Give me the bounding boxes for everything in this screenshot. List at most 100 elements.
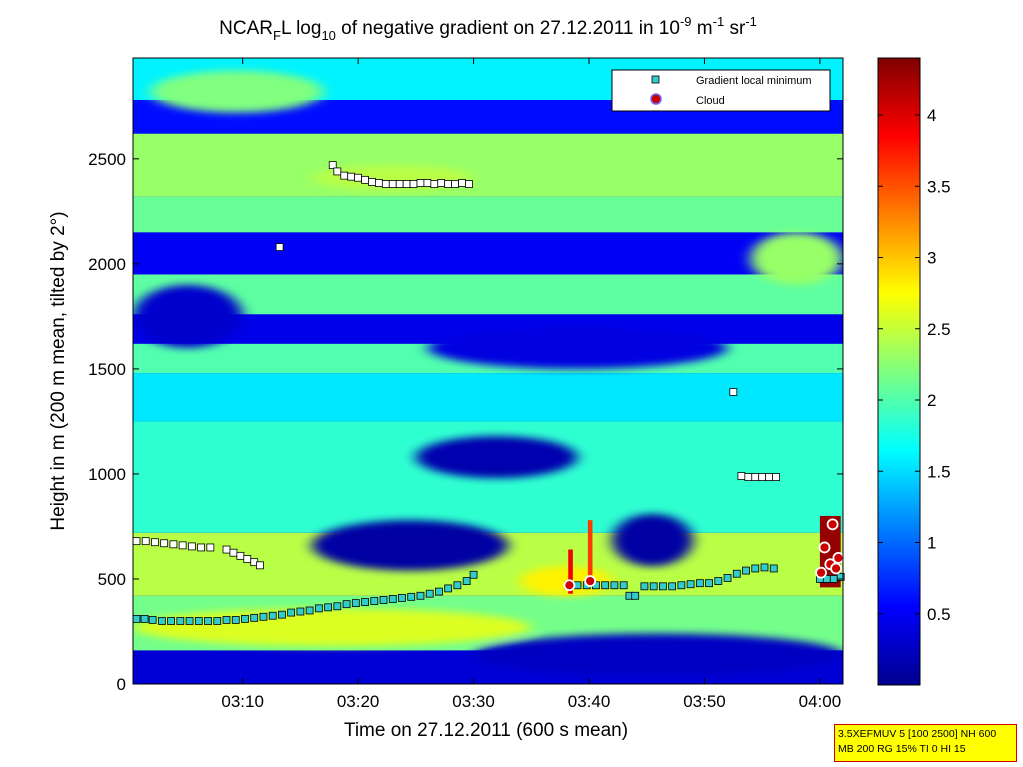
gradient-minimum-point <box>157 617 166 625</box>
gradient-minimum-point <box>631 591 640 600</box>
gradient-minimum-point <box>370 597 379 605</box>
gradient-minimum-point <box>462 577 471 585</box>
gradient-minima-markers <box>132 563 845 625</box>
gradient-minimum-point <box>222 616 231 624</box>
upper-minimum-point <box>758 473 767 481</box>
upper-minimum-point <box>416 179 425 187</box>
upper-minimum-point <box>354 173 363 182</box>
upper-minimum-point <box>169 540 178 549</box>
gradient-minimum-point <box>769 564 778 573</box>
colorbar-ticks: 0.5 1 1.5 2 2.5 3 3.5 4 <box>878 106 951 624</box>
gradient-minimum-point <box>619 581 628 590</box>
gradient-minimum-point <box>640 582 649 591</box>
y-axis-label: Height in m (200 m mean, tilted by 2°) <box>48 211 69 530</box>
cloud-point <box>832 552 845 564</box>
gradient-minimum-point <box>361 598 369 606</box>
gradient-minimum-point <box>351 599 360 608</box>
gradient-minimum-point <box>751 564 760 573</box>
gradient-minimum-point <box>407 592 416 601</box>
gradient-minimum-point <box>695 579 704 588</box>
gradient-minimum-point <box>287 608 296 617</box>
title-part-2: L log <box>281 18 322 39</box>
x-axis-label: Time on 27.12.2011 (600 s mean) <box>344 720 628 741</box>
gradient-minimum-point <box>659 582 667 591</box>
colorbar-tick-label: 3.5 <box>927 177 951 196</box>
gradient-minimum-point <box>176 617 185 625</box>
upper-minima-markers <box>132 161 780 570</box>
title-part-5: sr <box>724 18 746 39</box>
upper-minimum-point <box>737 472 746 480</box>
upper-minimum-point <box>243 555 252 563</box>
info-box: 3.5XEFMUV 5 [100 2500] NH 600 MB 200 RG … <box>834 724 1017 762</box>
gradient-minimum-point <box>241 614 249 623</box>
x-tick-label: 03:10 <box>221 692 264 711</box>
heatmap-patch <box>133 608 532 647</box>
colorbar <box>877 57 921 686</box>
gradient-minimum-point <box>425 589 434 598</box>
upper-minimum-point <box>229 548 238 557</box>
gradient-minimum-point <box>167 617 175 625</box>
gradient-minimum-point <box>324 603 333 612</box>
gradient-minimum-point <box>140 614 149 623</box>
upper-minimum-point <box>729 388 738 396</box>
gradient-minimum-point <box>132 614 141 623</box>
cloud-point <box>818 541 831 554</box>
gradient-minimum-point <box>677 581 686 590</box>
gradient-minimum-point <box>342 600 351 609</box>
y-tick-label: 1000 <box>88 465 126 484</box>
upper-minimum-point <box>444 180 453 188</box>
upper-minimum-point <box>765 473 774 481</box>
colorbar-tick-label: 0.5 <box>927 605 951 624</box>
gradient-minimum-point <box>250 613 259 622</box>
upper-minimum-point <box>451 180 459 188</box>
upper-minimum-point <box>178 541 187 550</box>
upper-minimum-point <box>347 172 356 181</box>
gradient-minimum-point <box>610 581 619 590</box>
gradient-minimum-point <box>705 579 713 588</box>
upper-minimum-point <box>395 180 404 188</box>
legend-label-cloud: Cloud <box>696 95 725 107</box>
gradient-minimum-point <box>836 572 845 581</box>
heatmap-field <box>133 58 843 684</box>
upper-minimum-point <box>236 551 245 560</box>
heatmap-patch <box>750 232 843 285</box>
colorbar-tick-label: 4 <box>927 106 936 125</box>
cloud-point <box>584 575 597 587</box>
upper-minimum-point <box>375 179 383 187</box>
gradient-minimum-point <box>668 582 677 591</box>
upper-minimum-point <box>160 539 169 548</box>
gradient-minimum-point <box>185 617 194 625</box>
gradient-minimum-point <box>732 569 741 578</box>
x-tick-label: 03:50 <box>683 692 726 711</box>
gradient-minimum-point <box>231 616 240 624</box>
title-sup-1: -9 <box>680 14 692 29</box>
gradient-minimum-point <box>213 617 222 625</box>
colorbar-tick-label: 3 <box>927 249 936 268</box>
title-sub-1: F <box>273 28 281 43</box>
gradient-minimum-point <box>416 591 425 600</box>
plot-frame <box>132 57 844 685</box>
upper-minimum-point <box>333 167 342 176</box>
heatmap-hot-strip <box>568 549 573 594</box>
upper-minimum-point <box>423 179 432 187</box>
title-sup-2: -1 <box>713 14 725 29</box>
heatmap-patch <box>473 633 843 676</box>
upper-minimum-point <box>328 161 337 170</box>
heatmap-layer <box>133 373 843 422</box>
upper-minimum-point <box>132 537 141 546</box>
x-tick-label: 03:30 <box>452 692 495 711</box>
y-tick-label: 2500 <box>88 150 126 169</box>
upper-minimum-point <box>430 180 439 188</box>
upper-minimum-point <box>206 543 215 552</box>
upper-minimum-point <box>751 473 760 481</box>
gradient-minimum-point <box>305 606 314 615</box>
heatmap-layer <box>133 274 843 315</box>
gradient-minimum-point <box>194 617 203 625</box>
title-part-1: NCAR <box>219 18 273 39</box>
upper-minimum-point <box>458 179 466 187</box>
colorbar-tick-label: 1 <box>927 534 936 553</box>
upper-minimum-point <box>141 537 150 546</box>
upper-minimum-point <box>256 561 264 570</box>
gradient-minimum-point <box>278 610 286 619</box>
colorbar-tick-label: 2 <box>927 391 936 410</box>
